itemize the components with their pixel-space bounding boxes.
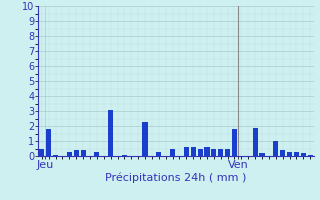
Bar bbox=[191, 147, 196, 156]
Bar bbox=[211, 148, 216, 156]
Bar bbox=[287, 152, 292, 156]
Bar bbox=[67, 152, 72, 156]
Bar bbox=[260, 153, 265, 156]
Bar bbox=[225, 148, 230, 156]
Bar bbox=[308, 154, 313, 156]
Bar bbox=[74, 150, 79, 156]
Bar bbox=[108, 110, 113, 156]
Bar bbox=[280, 150, 285, 156]
Bar bbox=[301, 153, 306, 156]
X-axis label: Précipitations 24h ( mm ): Précipitations 24h ( mm ) bbox=[105, 173, 247, 183]
Bar bbox=[294, 152, 299, 156]
Bar bbox=[39, 148, 44, 156]
Bar bbox=[204, 147, 210, 156]
Bar bbox=[156, 152, 161, 156]
Bar bbox=[184, 147, 189, 156]
Bar bbox=[252, 128, 258, 156]
Bar bbox=[81, 150, 86, 156]
Bar bbox=[273, 141, 278, 156]
Bar bbox=[142, 121, 148, 156]
Bar bbox=[122, 154, 127, 156]
Bar bbox=[232, 129, 237, 156]
Bar bbox=[197, 148, 203, 156]
Bar bbox=[46, 129, 51, 156]
Bar bbox=[170, 148, 175, 156]
Bar bbox=[53, 154, 58, 156]
Bar bbox=[94, 152, 100, 156]
Bar bbox=[218, 148, 223, 156]
